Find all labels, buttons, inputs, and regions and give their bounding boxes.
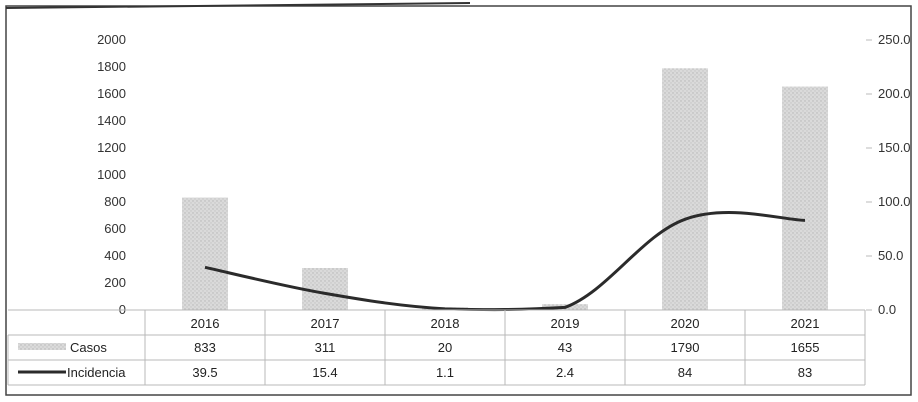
left-tick-label: 1400 xyxy=(97,113,126,128)
bar-2021 xyxy=(782,86,828,310)
legend-key-casos xyxy=(18,343,66,350)
bar-2020 xyxy=(662,68,708,310)
category-label-2020: 2020 xyxy=(671,316,700,331)
casos-value-2016: 833 xyxy=(194,340,216,355)
left-tick-label: 2000 xyxy=(97,32,126,47)
incidencia-value-2018: 1.1 xyxy=(436,365,454,380)
right-tick-label: 100.0 xyxy=(878,194,911,209)
data-table: 2016 2017 2018 2019 2020 2021 Casos Incidencia 8… xyxy=(7,310,866,386)
line-series xyxy=(8,211,865,312)
category-label-2017: 2017 xyxy=(311,316,340,331)
chart-border xyxy=(5,5,912,396)
right-tick-label: 50.0 xyxy=(878,248,903,263)
left-tick-label: 1200 xyxy=(97,140,126,155)
casos-value-2019: 43 xyxy=(558,340,572,355)
incidencia-value-2020: 84 xyxy=(678,365,692,380)
category-label-2018: 2018 xyxy=(431,316,460,331)
left-tick-label: 1000 xyxy=(97,167,126,182)
incidencia-value-2019: 2.4 xyxy=(556,365,574,380)
right-tick-label: 250.0 xyxy=(878,32,911,47)
incidencia-value-2021: 83 xyxy=(798,365,812,380)
legend-label-casos: Casos xyxy=(70,340,107,355)
right-tick-label: 0.0 xyxy=(878,302,896,317)
top-edge-shadow xyxy=(5,2,471,9)
left-tick-label: 200 xyxy=(104,275,126,290)
left-tick-label: 600 xyxy=(104,221,126,236)
legend-label-incidencia: Incidencia xyxy=(67,365,126,380)
left-tick-label: 800 xyxy=(104,194,126,209)
right-axis: 0.0 50.0 100.0 150.0 200.0 250.0 xyxy=(866,32,911,317)
incidencia-line xyxy=(204,211,806,312)
category-label-2019: 2019 xyxy=(551,316,580,331)
casos-value-2021: 1655 xyxy=(791,340,820,355)
casos-value-2020: 1790 xyxy=(671,340,700,355)
left-axis: 0200400600800100012001400160018002000 xyxy=(97,32,126,317)
left-tick-label: 1600 xyxy=(97,86,126,101)
bar-2016 xyxy=(182,197,228,310)
category-label-2021: 2021 xyxy=(791,316,820,331)
casos-value-2017: 311 xyxy=(315,340,336,355)
left-tick-label: 400 xyxy=(104,248,126,263)
left-tick-label: 1800 xyxy=(97,59,126,74)
incidencia-value-2016: 39.5 xyxy=(192,365,217,380)
incidencia-value-2017: 15.4 xyxy=(312,365,337,380)
casos-value-2018: 20 xyxy=(438,340,452,355)
right-tick-label: 200.0 xyxy=(878,86,911,101)
category-label-2016: 2016 xyxy=(191,316,220,331)
right-tick-label: 150.0 xyxy=(878,140,911,155)
bar-series xyxy=(182,68,828,310)
